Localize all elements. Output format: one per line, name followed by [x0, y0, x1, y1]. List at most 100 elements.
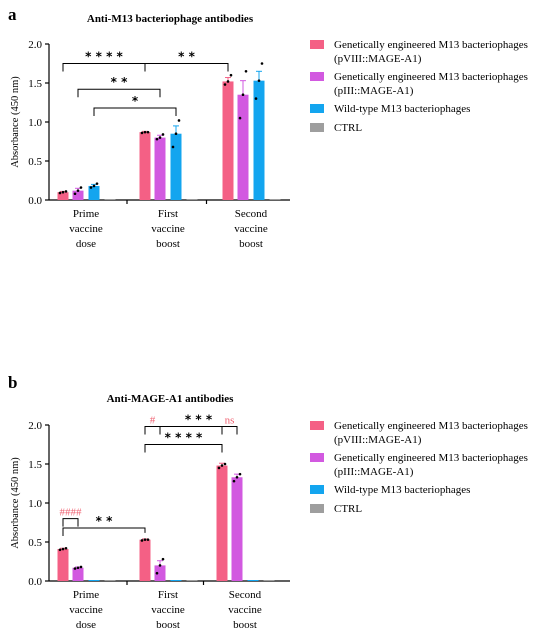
category-label: boost [156, 619, 180, 631]
legend-swatch-pIII [310, 72, 324, 81]
data-point [174, 132, 178, 135]
data-point [61, 547, 65, 551]
bar-ctrl [269, 199, 281, 200]
significance-label: # [150, 415, 156, 427]
bar-pVIII [57, 549, 69, 581]
significance-label: * * [96, 514, 113, 528]
bar-pVIII [139, 132, 151, 200]
bar-wildtype [253, 80, 265, 200]
significance-bracket [77, 88, 161, 98]
significance-label: ns [225, 415, 235, 427]
data-point [171, 145, 175, 149]
data-point [260, 62, 264, 65]
significance-label: * * * * [165, 431, 203, 445]
significance-label: * * * [185, 413, 213, 427]
data-point [61, 190, 65, 194]
data-point [226, 80, 230, 83]
category-label: boost [239, 238, 263, 250]
category-label: boost [233, 619, 257, 631]
bar-pIII [154, 137, 166, 200]
legend-label: Genetically engineered M13 bacteriophage… [334, 71, 528, 83]
legend-label: (pVIII::MAGE-A1) [334, 53, 422, 65]
chart-title: Anti-M13 bacteriophage antibodies [87, 13, 254, 25]
data-point [155, 571, 159, 575]
data-point [161, 133, 165, 136]
bar-pVIII [57, 192, 69, 200]
category-label: vaccine [69, 223, 103, 235]
legend-swatch-ctrl [310, 504, 324, 513]
data-point [64, 546, 68, 550]
y-tick-label: 0.0 [28, 195, 42, 207]
bar-ctrl [186, 580, 198, 581]
significance-label: * [132, 94, 139, 108]
data-point [79, 565, 83, 569]
bar-ctrl [186, 199, 198, 200]
category-label: First [158, 208, 178, 220]
y-tick-label: 1.0 [28, 498, 42, 510]
significance-label: * * [178, 50, 195, 64]
legend-label: Genetically engineered M13 bacteriophage… [334, 39, 528, 51]
data-point [146, 130, 150, 134]
significance-bracket [221, 426, 238, 435]
significance-bracket [62, 518, 79, 527]
category-label: vaccine [151, 604, 185, 616]
data-point [64, 190, 68, 193]
bar-pIII [72, 190, 84, 200]
legend-label: CTRL [334, 503, 362, 515]
legend-swatch-pVIII [310, 40, 324, 49]
data-point [229, 73, 233, 77]
data-point [254, 97, 258, 100]
category-label: Second [229, 589, 262, 601]
legend-label: Wild-type M13 bacteriophages [334, 484, 470, 496]
data-point [73, 567, 77, 570]
significance-bracket [93, 107, 177, 116]
y-tick-label: 1.0 [28, 117, 42, 129]
category-label: dose [76, 619, 96, 631]
bar-pVIII [222, 81, 234, 200]
bar-wildtype [170, 133, 182, 200]
bar-ctrl [104, 199, 116, 200]
legend-swatch-wildtype [310, 104, 324, 113]
bar-ctrl [263, 580, 275, 581]
significance-label: #### [60, 507, 83, 519]
bar-wildtype [88, 185, 100, 200]
category-label: Second [235, 208, 268, 220]
data-point [146, 538, 150, 541]
significance-bracket [144, 444, 223, 453]
data-point [223, 83, 227, 86]
data-point [73, 192, 77, 196]
y-tick-label: 2.0 [28, 39, 42, 51]
bar-pVIII [139, 539, 151, 581]
y-axis-label: Absorbance (450 nm) [10, 457, 21, 549]
data-point [223, 462, 227, 466]
data-point [220, 464, 224, 467]
significance-bracket [144, 426, 161, 435]
data-point [140, 131, 144, 135]
panel-letter: b [8, 373, 17, 392]
data-point [155, 137, 159, 141]
bar-ctrl [104, 580, 116, 581]
data-point [76, 566, 80, 570]
data-point [143, 130, 147, 134]
category-label: vaccine [69, 604, 103, 616]
legend-swatch-pVIII [310, 421, 324, 430]
data-point [58, 191, 62, 195]
legend-label: Genetically engineered M13 bacteriophage… [334, 452, 528, 464]
category-label: vaccine [151, 223, 185, 235]
significance-bracket [144, 63, 229, 72]
bar-pVIII [216, 465, 228, 581]
category-label: dose [76, 238, 96, 250]
data-point [217, 466, 221, 470]
data-point [92, 184, 96, 188]
data-point [257, 79, 261, 82]
significance-label: * * * * [85, 50, 123, 64]
bar-wildtype [247, 580, 259, 581]
category-label: vaccine [234, 223, 268, 235]
data-point [143, 538, 147, 541]
y-tick-label: 1.5 [28, 459, 42, 471]
data-point [89, 186, 93, 189]
bar-wildtype [88, 580, 100, 581]
significance-bracket [62, 63, 146, 72]
panel-letter: a [8, 5, 17, 24]
